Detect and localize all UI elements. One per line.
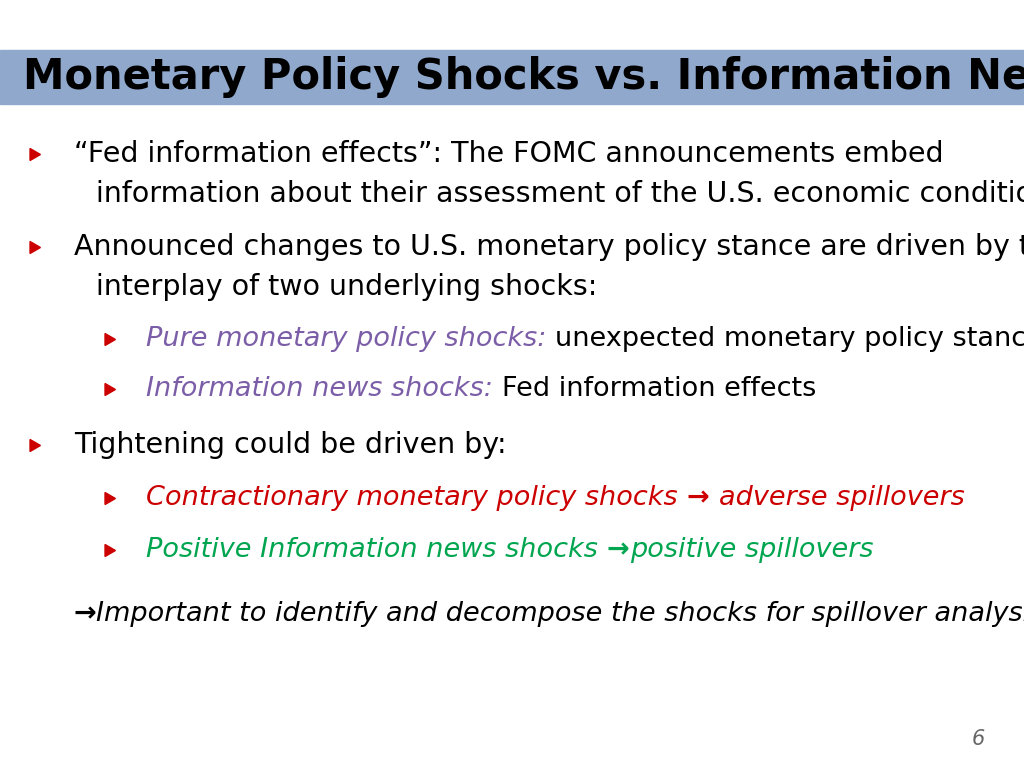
Text: Pure monetary policy shocks:: Pure monetary policy shocks: <box>146 326 555 353</box>
Text: Fed information effects: Fed information effects <box>502 376 816 402</box>
Text: Announced changes to U.S. monetary policy stance are driven by the: Announced changes to U.S. monetary polic… <box>74 233 1024 261</box>
Text: Positive Information news shocks: Positive Information news shocks <box>146 537 607 563</box>
Text: Information news shocks:: Information news shocks: <box>146 376 502 402</box>
Text: positive spillovers: positive spillovers <box>630 537 873 563</box>
Text: information about their assessment of the U.S. economic conditions: information about their assessment of th… <box>96 180 1024 207</box>
Text: Important to identify and decompose the shocks for spillover analysis: Important to identify and decompose the … <box>96 601 1024 627</box>
Text: unexpected monetary policy stance shifts: unexpected monetary policy stance shifts <box>555 326 1024 353</box>
Text: Contractionary monetary policy shocks: Contractionary monetary policy shocks <box>146 485 687 511</box>
Text: Tightening could be driven by:: Tightening could be driven by: <box>74 432 506 459</box>
Text: →: → <box>607 537 630 563</box>
Text: interplay of two underlying shocks:: interplay of two underlying shocks: <box>96 273 598 301</box>
Text: “Fed information effects”: The FOMC announcements embed: “Fed information effects”: The FOMC anno… <box>74 140 943 167</box>
Text: 6: 6 <box>972 729 984 749</box>
Text: Monetary Policy Shocks vs. Information News Shocks: Monetary Policy Shocks vs. Information N… <box>23 56 1024 98</box>
Text: →: → <box>74 601 96 627</box>
Text: adverse spillovers: adverse spillovers <box>719 485 965 511</box>
Text: →: → <box>687 485 719 511</box>
